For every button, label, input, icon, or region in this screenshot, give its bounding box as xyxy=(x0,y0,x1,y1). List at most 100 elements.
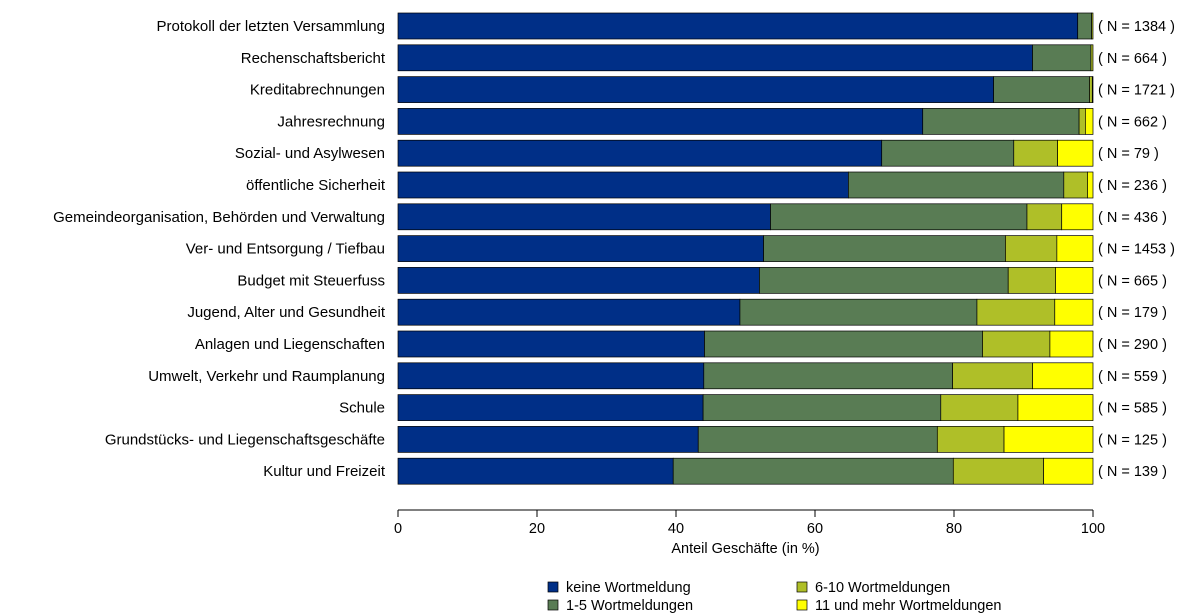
legend-swatch xyxy=(547,581,559,593)
bar-segment xyxy=(763,235,1006,262)
category-label: Jahresrechnung xyxy=(277,113,385,130)
x-tick-label: 60 xyxy=(807,521,823,537)
bar-segment xyxy=(397,171,849,199)
category-labels: Protokoll der letzten Versammlung Rechens… xyxy=(53,18,386,480)
bar-segment xyxy=(952,457,1045,485)
bar-segment xyxy=(1078,108,1086,135)
legend-label: 11 und mehr Wortmeldungen xyxy=(815,598,1001,614)
n-label: ( N = 139 ) xyxy=(1098,464,1167,480)
bar-segment xyxy=(993,76,1090,103)
category-label: Grundstücks- und Liegenschaftsgeschäfte xyxy=(105,431,385,448)
bar-segment xyxy=(936,426,1005,453)
bar-segment xyxy=(702,394,942,421)
x-tick-label: 0 xyxy=(394,521,402,537)
bar-segment xyxy=(922,108,1080,135)
bar-segment xyxy=(1087,171,1094,199)
bar-segment xyxy=(1013,139,1058,167)
legend-swatch xyxy=(796,581,808,593)
bar-segment xyxy=(704,330,983,358)
legend-label: 1-5 Wortmeldungen xyxy=(566,598,693,614)
bar-segment xyxy=(848,171,1065,199)
n-label: ( N = 1384 ) xyxy=(1098,19,1175,35)
bar-segment xyxy=(1043,457,1094,485)
bar-segment xyxy=(1091,12,1094,40)
category-label: Umwelt, Verkehr und Raumplanung xyxy=(148,368,385,385)
bar-segment xyxy=(397,44,1033,72)
bar-segment xyxy=(1055,267,1094,294)
bar-segment xyxy=(1061,203,1094,231)
bar-segment xyxy=(770,203,1028,231)
bars-layer xyxy=(397,12,1094,485)
category-label: Protokoll der letzten Versammlung xyxy=(157,18,385,35)
category-label: Jugend, Alter und Gesundheit xyxy=(187,304,385,321)
bar-segment xyxy=(397,108,924,135)
bar-segment xyxy=(397,457,674,485)
n-label: ( N = 585 ) xyxy=(1098,401,1167,417)
category-label: Ver- und Entsorgung / Tiefbau xyxy=(186,241,385,258)
category-label: Schule xyxy=(339,400,385,417)
bar-segment xyxy=(397,426,699,453)
n-label: ( N = 79 ) xyxy=(1098,146,1159,162)
bar-segment xyxy=(1090,44,1094,72)
bar-segment xyxy=(1063,171,1088,199)
category-label: Anlagen und Liegenschaften xyxy=(195,336,385,353)
bar-segment xyxy=(697,426,938,453)
n-label: ( N = 662 ) xyxy=(1098,114,1167,130)
bar-segment xyxy=(1056,235,1094,262)
bar-segment xyxy=(1077,12,1092,40)
category-label: Kreditabrechnungen xyxy=(250,82,385,99)
n-label: ( N = 436 ) xyxy=(1098,210,1167,226)
legend-label: keine Wortmeldung xyxy=(566,580,691,596)
x-axis: Anteil Geschäfte (in %) 0 20 40 60 80 100 xyxy=(394,509,1105,557)
bar-segment xyxy=(1049,330,1094,358)
x-axis-title: Anteil Geschäfte (in %) xyxy=(671,541,819,557)
bar-segment xyxy=(940,394,1019,421)
bar-segment xyxy=(1032,44,1092,72)
bar-segment xyxy=(1005,235,1058,262)
n-label: ( N = 125 ) xyxy=(1098,432,1167,448)
bar-segment xyxy=(397,139,883,167)
bar-segment xyxy=(1054,298,1094,326)
bar-segment xyxy=(1091,76,1094,103)
bar-segment xyxy=(397,394,704,421)
bar-segment xyxy=(982,330,1051,358)
x-tick-label: 20 xyxy=(529,521,545,537)
n-label: ( N = 559 ) xyxy=(1098,369,1167,385)
bar-segment xyxy=(1017,394,1094,421)
x-tick-label: 40 xyxy=(668,521,684,537)
n-label: ( N = 236 ) xyxy=(1098,178,1167,194)
legend-label: 6-10 Wortmeldungen xyxy=(815,580,950,596)
legend-swatch xyxy=(796,599,808,611)
category-label: Gemeindeorganisation, Behörden und Verwa… xyxy=(53,209,385,226)
n-label: ( N = 1721 ) xyxy=(1098,83,1175,99)
bar-segment xyxy=(976,298,1056,326)
x-tick-label: 80 xyxy=(946,521,962,537)
category-label: Kultur und Freizeit xyxy=(263,463,386,480)
n-label: ( N = 665 ) xyxy=(1098,273,1167,289)
legend: keine Wortmeldung 1-5 Wortmeldungen 6-10 W… xyxy=(547,580,1001,614)
bar-segment xyxy=(1057,139,1094,167)
bar-segment xyxy=(397,76,994,103)
bar-segment xyxy=(1026,203,1063,231)
n-label: ( N = 664 ) xyxy=(1098,51,1167,67)
category-label: Sozial- und Asylwesen xyxy=(235,145,385,162)
bar-segment xyxy=(759,267,1009,294)
bar-segment xyxy=(1032,362,1094,390)
n-label: ( N = 179 ) xyxy=(1098,305,1167,321)
category-label: Budget mit Steuerfuss xyxy=(237,272,385,289)
bar-segment xyxy=(1085,108,1094,135)
n-label: ( N = 1453 ) xyxy=(1098,242,1175,258)
bar-segment xyxy=(1003,426,1094,453)
bar-segment xyxy=(397,330,705,358)
category-label: öffentliche Sicherheit xyxy=(246,177,386,194)
bar-segment xyxy=(397,298,741,326)
n-labels: ( N = 1384 ) ( N = 664 ) ( N = 1721 ) ( N =… xyxy=(1098,19,1175,480)
bar-segment xyxy=(1089,76,1093,103)
bar-segment xyxy=(952,362,1033,390)
bar-segment xyxy=(881,139,1015,167)
n-label: ( N = 290 ) xyxy=(1098,337,1167,353)
bar-segment xyxy=(672,457,954,485)
bar-segment xyxy=(397,203,771,231)
bar-segment xyxy=(739,298,978,326)
